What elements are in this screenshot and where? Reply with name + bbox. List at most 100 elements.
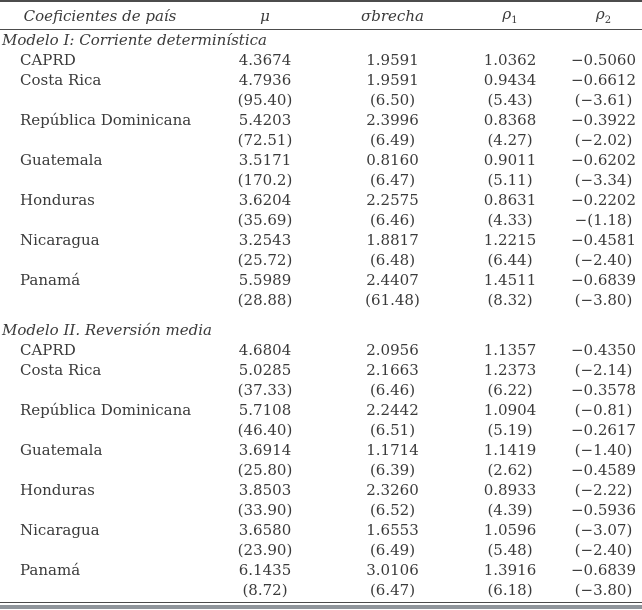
tstat-value: (−2.40) <box>574 541 633 559</box>
table-row: República Dominicana 5.7108 2.2442 1.0904 (−… <box>0 400 642 420</box>
table-row: Nicaragua 3.2543 1.8817 1.2215 −0.4581 <box>0 230 642 250</box>
country-label: Nicaragua <box>20 231 100 249</box>
coefficient-value: 1.0596 <box>483 521 537 539</box>
table-row: Honduras 3.6204 2.2575 0.8631 −0.2202 <box>0 190 642 210</box>
tstat-row: (25.72) (6.48) (6.44) (−2.40) <box>0 250 642 270</box>
tstat-value: (6.39) <box>369 461 416 479</box>
country-label: Panamá <box>20 561 81 579</box>
tstat-row: (23.90) (6.49) (5.48) (−2.40) <box>0 540 642 560</box>
tstat-value: −0.5936 <box>570 501 637 519</box>
empty-cell <box>0 250 200 270</box>
empty-cell <box>0 290 200 310</box>
country-label: Costa Rica <box>20 71 102 89</box>
tstat-row: (72.51) (6.49) (4.27) (−2.02) <box>0 130 642 150</box>
coefficient-value: 2.2575 <box>366 191 419 209</box>
tstat-value: (6.52) <box>369 501 416 519</box>
tstat-value: (28.88) <box>237 291 293 309</box>
coefficient-value: 1.1714 <box>366 441 419 459</box>
tstat-value: (4.33) <box>487 211 533 229</box>
tstat-value: (6.47) <box>369 171 416 189</box>
coefficient-value: 5.5989 <box>238 271 292 289</box>
coefficient-value: (−2.14) <box>574 361 633 379</box>
coefficient-value: 5.4203 <box>238 111 292 129</box>
column-header-1: μ <box>200 2 330 30</box>
tstat-value: (−3.80) <box>574 581 633 599</box>
coefficient-value: 3.5171 <box>238 151 292 169</box>
tstat-value: (−3.80) <box>574 291 633 309</box>
section-title-row: Modelo II. Reversión media <box>0 310 642 340</box>
coefficient-value: 3.8503 <box>238 481 292 499</box>
country-label: Panamá <box>20 271 81 289</box>
coefficient-value: −0.4581 <box>570 231 637 249</box>
coefficient-value: 2.3996 <box>366 111 419 129</box>
table-row: Costa Rica 4.7936 1.9591 0.9434 −0.6612 <box>0 70 642 90</box>
tstat-value: (6.49) <box>369 131 416 149</box>
tstat-row: (33.90) (6.52) (4.39) −0.5936 <box>0 500 642 520</box>
bottom-double-rule <box>0 602 642 609</box>
country-label: Nicaragua <box>20 521 100 539</box>
coefficient-value: 1.4511 <box>483 271 537 289</box>
coefficient-value: 1.9591 <box>366 51 419 69</box>
coefficient-value: 6.1435 <box>238 561 292 579</box>
tstat-value: (6.50) <box>369 91 416 109</box>
coefficient-value: 5.7108 <box>238 401 292 419</box>
header-row: Coeficientes de país μ σbrecha ρ1 ρ2 <box>0 2 642 30</box>
column-header-3: ρ1 <box>455 2 565 30</box>
tstat-value: −(1.18) <box>574 211 633 229</box>
tstat-value: (−3.61) <box>574 91 633 109</box>
coefficient-value: 1.1357 <box>483 341 537 359</box>
coefficient-value: (−1.40) <box>574 441 633 459</box>
coefficient-value: 0.9011 <box>483 151 537 169</box>
tstat-value: (61.48) <box>365 291 420 309</box>
section-title-row: Modelo I: Corriente determinística <box>0 30 642 51</box>
tstat-value: −0.2617 <box>570 421 637 439</box>
tstat-value: (6.46) <box>369 211 416 229</box>
empty-cell <box>0 380 200 400</box>
tstat-row: (35.69) (6.46) (4.33) −(1.18) <box>0 210 642 230</box>
coefficient-value: −0.2202 <box>570 191 637 209</box>
coefficient-value: 4.3674 <box>238 51 292 69</box>
tstat-value: (5.19) <box>487 421 533 439</box>
coefficient-value: 1.9591 <box>366 71 419 89</box>
coefficient-value: 3.6580 <box>238 521 292 539</box>
table-row: Panamá 6.1435 3.0106 1.3916 −0.6839 <box>0 560 642 580</box>
tstat-value: (6.44) <box>487 251 533 269</box>
tstat-value: (8.72) <box>242 581 288 599</box>
country-label: Guatemala <box>20 441 103 459</box>
coefficient-value: (−2.22) <box>574 481 633 499</box>
coefficient-value: (−0.81) <box>574 401 633 419</box>
table-row: República Dominicana 5.4203 2.3996 0.8368 −0… <box>0 110 642 130</box>
tstat-value: (6.49) <box>369 541 416 559</box>
tstat-value: (6.46) <box>369 381 416 399</box>
coefficient-value: 5.0285 <box>238 361 292 379</box>
tstat-value: (23.90) <box>237 541 293 559</box>
country-label: República Dominicana <box>20 111 192 129</box>
table-row: Costa Rica 5.0285 2.1663 1.2373 (−2.14) <box>0 360 642 380</box>
table-row: Honduras 3.8503 2.3260 0.8933 (−2.22) <box>0 480 642 500</box>
tstat-row: (28.88) (61.48) (8.32) (−3.80) <box>0 290 642 310</box>
tstat-value: (33.90) <box>237 501 293 519</box>
table-row: CAPRD 4.6804 2.0956 1.1357 −0.4350 <box>0 340 642 360</box>
tstat-value: (6.48) <box>369 251 416 269</box>
coefficient-value: −0.6202 <box>570 151 637 169</box>
tstat-value: (72.51) <box>237 131 293 149</box>
country-label: República Dominicana <box>20 401 192 419</box>
table-row: Nicaragua 3.6580 1.6553 1.0596 (−3.07) <box>0 520 642 540</box>
coefficient-value: 4.6804 <box>238 341 292 359</box>
empty-cell <box>0 90 200 110</box>
coefficient-value: (−3.07) <box>574 521 633 539</box>
tstat-value: (46.40) <box>237 421 293 439</box>
empty-cell <box>0 500 200 520</box>
country-label: Costa Rica <box>20 361 102 379</box>
country-label: Guatemala <box>20 151 103 169</box>
tstat-value: (8.32) <box>487 291 533 309</box>
tstat-value: (5.43) <box>487 91 533 109</box>
coefficient-value: −0.3922 <box>570 111 637 129</box>
tstat-value: (170.2) <box>237 171 293 189</box>
tstat-row: (8.72) (6.47) (6.18) (−3.80) <box>0 580 642 600</box>
empty-cell <box>0 580 200 600</box>
coefficient-value: 1.2215 <box>483 231 537 249</box>
tstat-value: (−3.34) <box>574 171 633 189</box>
tstat-value: (37.33) <box>237 381 293 399</box>
